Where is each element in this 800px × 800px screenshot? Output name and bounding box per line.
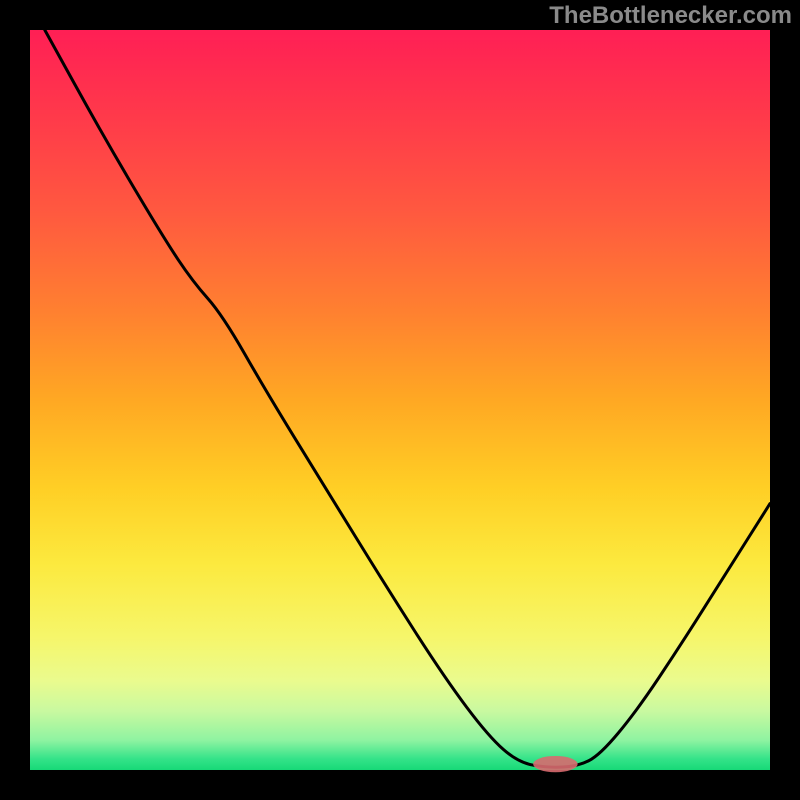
chart-svg (0, 0, 800, 800)
plot-background (30, 30, 770, 770)
watermark-text: TheBottlenecker.com (549, 2, 792, 30)
optimal-marker (533, 756, 577, 772)
chart-frame: TheBottlenecker.com (0, 0, 800, 800)
